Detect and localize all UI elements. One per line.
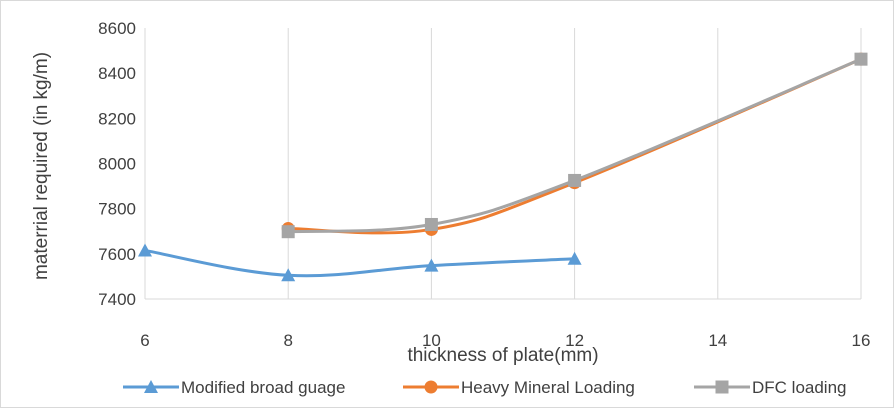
x-tick-label: 10	[422, 331, 441, 350]
x-tick-label: 12	[565, 331, 584, 350]
gridlines	[144, 28, 862, 300]
data-point-modified-broad-guage	[567, 251, 582, 265]
legend-item-dfc-loading: DFC loading	[694, 378, 847, 397]
x-tick-label: 6	[140, 331, 149, 350]
series-line-modified-broad-guage	[143, 248, 577, 278]
x-tick-label: 14	[708, 331, 727, 350]
x-tick-label: 8	[283, 331, 292, 350]
legend-label-heavy-mineral-loading: Heavy Mineral Loading	[461, 378, 635, 397]
data-point-dfc-loading	[424, 217, 438, 231]
y-tick-label: 8400	[98, 64, 136, 83]
y-tick-label: 7400	[98, 290, 136, 309]
legend-item-heavy-mineral-loading: Heavy Mineral Loading	[403, 378, 635, 397]
y-tick-label: 8200	[98, 109, 136, 128]
data-point-dfc-loading	[854, 52, 868, 66]
legend-label-dfc-loading: DFC loading	[752, 378, 847, 397]
y-tick-label: 7800	[98, 200, 136, 219]
series-group	[138, 52, 868, 282]
y-tick-label: 8000	[98, 155, 136, 174]
data-point-modified-broad-guage	[424, 258, 439, 272]
legend-marker-dfc-loading	[715, 380, 729, 394]
legend-label-modified-broad-guage: Modified broad guage	[181, 378, 345, 397]
data-point-modified-broad-guage	[138, 243, 152, 257]
data-point-modified-broad-guage	[281, 268, 296, 282]
legend-item-modified-broad-guage: Modified broad guage	[123, 378, 345, 397]
y-tick-label: 7600	[98, 245, 136, 264]
y-tick-label: 8600	[98, 19, 136, 38]
legend-marker-heavy-mineral-loading	[424, 380, 438, 394]
data-point-dfc-loading	[281, 225, 295, 239]
x-axis-title: thickness of plate(mm)	[407, 345, 598, 366]
tick-labels: 6 8 10 12 14 16 7400 7600 7800 8000 8200 8400 8600	[98, 19, 870, 350]
legend-marker-modified-broad-guage	[144, 380, 158, 393]
legend: Modified broad guage Heavy Mineral Loadin…	[123, 378, 847, 397]
x-tick-label: 16	[852, 331, 871, 350]
data-point-dfc-loading	[568, 173, 582, 187]
y-axis-title: materrial required (in kg/m)	[31, 52, 52, 280]
series-line-dfc-loading	[286, 57, 863, 234]
